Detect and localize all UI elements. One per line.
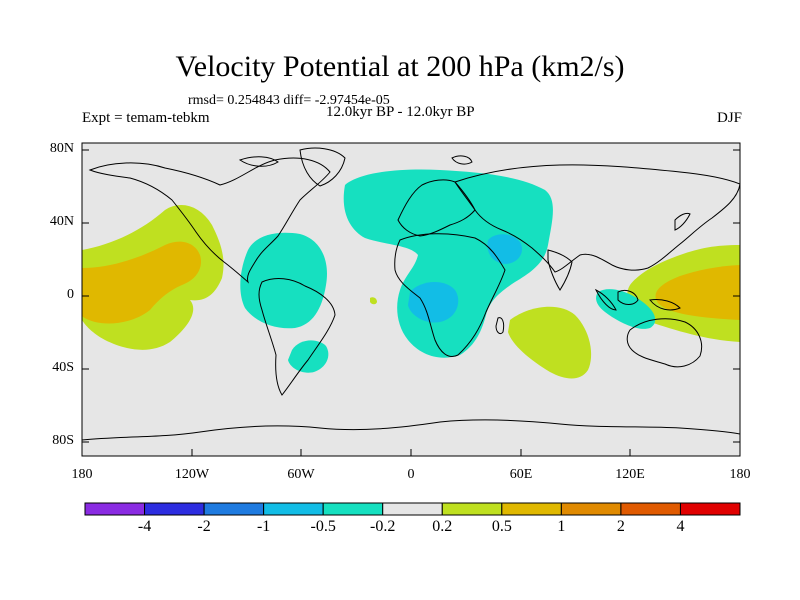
eurasia-africa-negative-region [343,169,553,358]
colorbar-label-1: -2 [197,518,211,535]
colorbar-label-7: 1 [557,518,566,535]
x-label-60e: 60E [509,467,533,482]
contour-fields [82,169,740,379]
colorbar-label-4: -0.2 [370,518,396,535]
experiment-label: Expt = temam-tebkm [82,110,210,126]
india-coast [547,249,573,291]
madagascar-coast [495,317,505,335]
antarctica-coast [82,419,740,441]
colorbar-swatch-6 [441,502,503,516]
africa-negative-core [408,281,459,323]
y-label-40n: 40N [49,214,74,229]
pacific-positive-core [82,241,202,324]
period-label: 12.0kyr BP - 12.0kyr BP [326,104,475,120]
colorbar-label-2: -1 [256,518,271,535]
svalbard-coast [451,155,473,165]
borneo-coast [617,289,639,305]
y-label-80s: 80S [52,433,74,448]
asia-coast [454,164,740,273]
colorbar-label-9: 4 [676,518,685,535]
atlantic-positive-spot [370,297,377,305]
colorbar-swatch-4 [322,502,384,516]
y-ticks [82,149,740,443]
australia-coast [626,318,703,368]
colorbar-swatch-9 [620,502,681,516]
japan-coast [674,212,691,231]
north-america-coast [88,157,331,284]
south-america-coast [258,278,336,396]
x-label-120w: 120W [174,467,210,482]
south-atlantic-negative-region [288,340,329,373]
x-label-0: 0 [407,467,415,482]
x-label-60w: 60W [287,467,315,482]
colorbar-label-0: -4 [137,518,152,535]
arctic-islands-coast [238,156,279,167]
africa-coast [394,233,506,357]
y-label-0: 0 [67,287,74,302]
colorbar-swatch-10 [679,502,741,516]
colorbar-swatch-0 [84,502,146,516]
colorbar-label-6: 0.5 [491,518,512,535]
x-ticks [81,449,741,456]
season-label: DJF [716,110,742,126]
colorbar-swatch-2 [203,502,265,516]
colorbar-swatch-5 [382,502,443,516]
colorbar-label-8: 2 [616,518,625,535]
colorbar-swatch-3 [263,502,324,516]
colorbar-swatch-8 [560,502,622,516]
y-label-40s: 40S [52,360,74,375]
maritime-negative-region [596,289,656,329]
x-label-180e: 180 [729,467,751,482]
stats-label: rmsd= 0.254843 diff= -2.97454e-05 [188,93,390,108]
americas-negative-region [240,232,327,329]
x-label-180w: 180 [71,467,93,482]
greenland-coast [299,147,346,187]
coastlines [82,147,740,441]
west-pacific-positive-core [655,265,740,320]
colorbar-swatch-7 [501,502,562,516]
new-guinea-coast [649,299,681,311]
colorbar-label-3: -0.5 [310,518,336,535]
indian-ocean-positive-region [508,306,592,379]
colorbar-swatch-1 [144,502,205,516]
colorbar [84,502,741,516]
sumatra-coast [594,288,617,311]
colorbar-label-5: 0.2 [432,518,453,535]
chart-title: Velocity Potential at 200 hPa (km2/s) [175,50,625,83]
y-label-80n: 80N [49,141,74,156]
x-label-120e: 120E [615,467,645,482]
